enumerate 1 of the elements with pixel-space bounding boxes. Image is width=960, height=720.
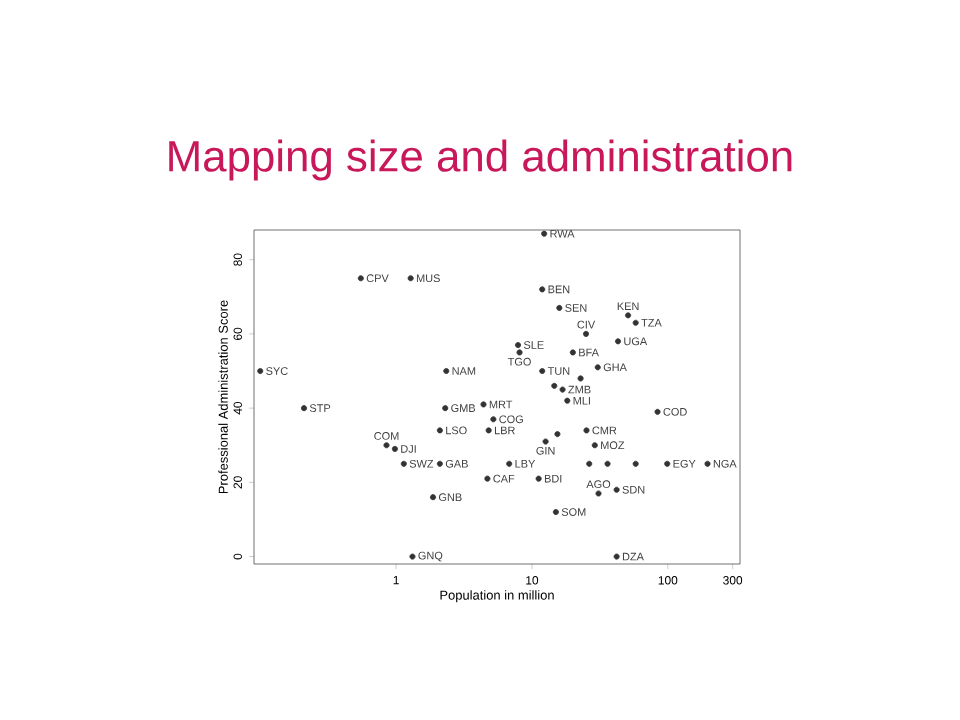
chart-title: Mapping size and administration: [169, 139, 792, 181]
